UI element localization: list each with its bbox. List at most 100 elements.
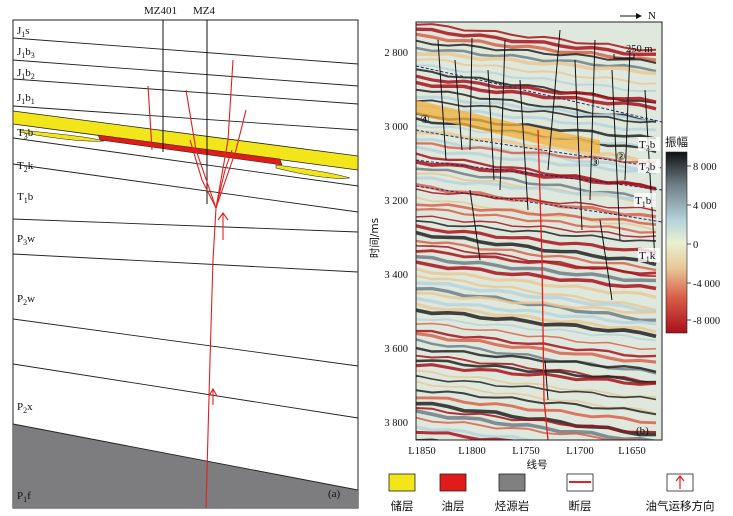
y-axis-ticks: 2 800 3 000 3 200 3 400 3 600 3 800 xyxy=(384,48,408,429)
seismic-reflection xyxy=(416,260,657,291)
seismic-reflection xyxy=(416,130,657,164)
seismic-reflection xyxy=(416,176,657,201)
panel-a-label: (a) xyxy=(328,488,341,500)
seismic-reflection xyxy=(416,406,657,433)
panel-a-frame xyxy=(12,19,359,509)
seismic-reflection xyxy=(416,239,657,272)
seismic-reflection xyxy=(416,254,657,283)
seismic-reflection xyxy=(416,329,657,358)
svg-text:T1b: T1b xyxy=(17,191,34,205)
seismic-reflection xyxy=(416,296,657,326)
colorbar-tick: 4 000 xyxy=(693,201,717,212)
up-arrow-icon xyxy=(675,475,685,489)
seismic-reflection xyxy=(416,167,657,202)
svg-text:油气运移方向: 油气运移方向 xyxy=(646,499,715,513)
seismic-reflection xyxy=(416,308,657,339)
legend-item-reservoir: 储层 xyxy=(388,473,416,513)
seismic-reflection xyxy=(416,64,657,93)
seismic-reflection xyxy=(416,215,657,238)
seismic-reflection xyxy=(416,145,657,175)
seismic-reflection xyxy=(416,338,657,375)
svg-text:T3b: T3b xyxy=(639,139,656,153)
colorbar-gradient xyxy=(665,151,688,334)
colorbar-tick: -4 000 xyxy=(693,279,720,290)
svg-text:J1b3: J1b3 xyxy=(17,46,35,60)
main-fault xyxy=(537,129,549,440)
reservoir-lens-1 xyxy=(19,129,105,142)
panel-b-seismic-section: N 250 m 2 800 3 000 3 200 3 400 3 600 3 … xyxy=(368,10,720,471)
panel-a-geologic-section: MZ401 MZ4 J1s J1b3 J1b2 J1b1 T3b T2k T1b… xyxy=(12,5,359,509)
y-axis-title: 时间/ms xyxy=(368,218,381,258)
north-arrow: N xyxy=(620,10,656,22)
y-tick: 3 000 xyxy=(384,122,408,133)
reservoir-layer-main xyxy=(13,110,358,171)
svg-text:T1b: T1b xyxy=(635,195,652,209)
circled-markers: ④ ② ③ xyxy=(420,114,626,169)
seismic-reflection xyxy=(416,389,657,416)
legend-swatch-reservoir xyxy=(388,473,416,492)
seismic-reflection xyxy=(416,346,657,373)
legend-item-source-rock: 烃源岩 xyxy=(495,473,530,513)
svg-text:储层: 储层 xyxy=(391,499,414,513)
source-rock-area xyxy=(13,424,358,508)
svg-text:P2w: P2w xyxy=(17,293,35,307)
marker-3: ③ xyxy=(590,157,600,169)
svg-text:T3b: T3b xyxy=(17,127,34,141)
svg-text:J1b2: J1b2 xyxy=(17,67,35,81)
legend-swatch-source-rock xyxy=(498,473,526,492)
marker-4: ④ xyxy=(420,114,430,126)
seismic-reflection xyxy=(416,142,657,164)
svg-text:T2k: T2k xyxy=(17,160,34,174)
seismic-reflection xyxy=(416,267,657,299)
x-tick: L1650 xyxy=(618,446,645,457)
y-tick: 2 800 xyxy=(384,48,408,59)
svg-text:P3w: P3w xyxy=(17,233,35,247)
seismic-faults xyxy=(437,29,656,401)
seismic-reflection xyxy=(416,203,657,226)
svg-text:N: N xyxy=(648,10,656,22)
colorbar-tick: 0 xyxy=(693,240,698,251)
seismic-reflection xyxy=(416,286,657,322)
y-tick: 3 400 xyxy=(384,270,408,281)
svg-text:P2x: P2x xyxy=(17,401,33,415)
seismic-reflection xyxy=(416,291,657,314)
seismic-reflection xyxy=(416,23,657,52)
seismic-reflection xyxy=(416,138,657,172)
x-tick: L1850 xyxy=(408,446,435,457)
seismic-reflection xyxy=(416,230,657,267)
panel-b-label: (b) xyxy=(636,425,649,437)
seismic-reflection xyxy=(416,322,657,350)
svg-text:J1b1: J1b1 xyxy=(17,92,35,106)
seismic-reflection xyxy=(416,430,515,440)
horizon-lines xyxy=(416,65,662,223)
seismic-reflection xyxy=(416,95,656,123)
well-label-mz401: MZ401 xyxy=(144,5,177,17)
seismic-reflection xyxy=(416,27,657,57)
reservoir-highlight xyxy=(416,100,600,154)
marker-2: ② xyxy=(616,151,626,163)
legend-item-migration: 油气运移方向 xyxy=(646,473,715,513)
seismic-reflection xyxy=(416,220,657,242)
seismic-reflection xyxy=(416,58,657,85)
y-tick: 3 200 xyxy=(384,196,408,207)
panel-b-frame xyxy=(415,21,663,441)
seismic-reflection xyxy=(416,363,657,386)
seismic-reflection xyxy=(416,224,657,255)
seismic-reflection xyxy=(416,302,657,334)
layer-boundaries xyxy=(13,37,358,491)
fault-lines xyxy=(147,59,247,508)
seismic-reflection xyxy=(416,396,657,425)
seismic-reflection xyxy=(416,274,657,312)
seismic-reflection xyxy=(416,359,657,384)
seismic-reflection xyxy=(416,51,657,76)
seismic-reflection xyxy=(416,369,657,398)
migration-arrows xyxy=(208,212,229,405)
seismic-reflection xyxy=(416,281,657,314)
legend-item-fault: 断层 xyxy=(566,473,594,513)
svg-text:J1s: J1s xyxy=(17,25,30,39)
x-axis-ticks: L1850 L1800 L1750 L1700 L1650 xyxy=(408,446,645,457)
colorbar-tick: -8 000 xyxy=(693,316,720,327)
svg-text:烃源岩: 烃源岩 xyxy=(495,499,530,513)
x-tick: L1750 xyxy=(512,446,539,457)
seismic-reflection xyxy=(416,99,657,124)
